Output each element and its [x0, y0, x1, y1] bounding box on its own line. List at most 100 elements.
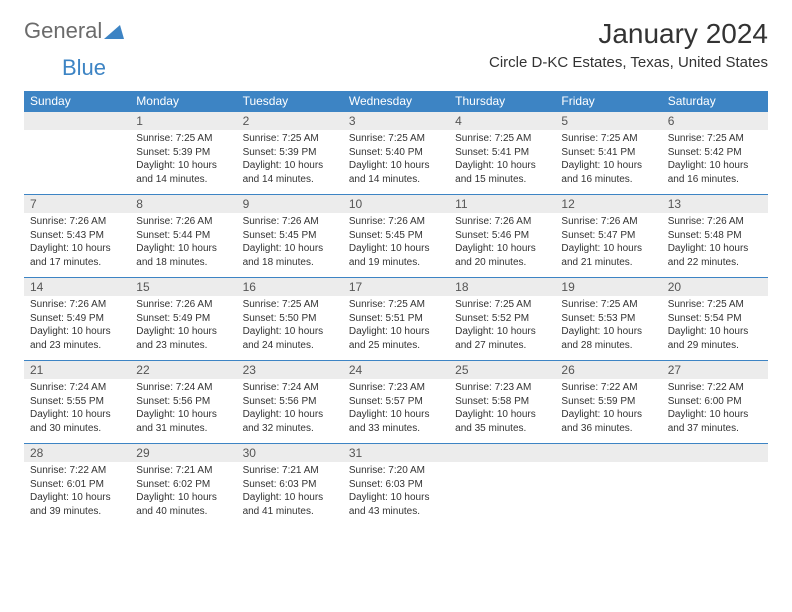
title-block: January 2024 Circle D-KC Estates, Texas,…	[489, 18, 768, 71]
day-cell	[449, 462, 555, 526]
day-cell: Sunrise: 7:26 AMSunset: 5:49 PMDaylight:…	[130, 296, 236, 360]
day-sunrise: Sunrise: 7:26 AM	[136, 298, 230, 312]
daynum-cell: 24	[343, 361, 449, 379]
day-sunset: Sunset: 5:58 PM	[455, 395, 549, 409]
day-sunrise: Sunrise: 7:26 AM	[30, 298, 124, 312]
day-sunrise: Sunrise: 7:23 AM	[455, 381, 549, 395]
day-sunrise: Sunrise: 7:26 AM	[30, 215, 124, 229]
week-row: Sunrise: 7:26 AMSunset: 5:43 PMDaylight:…	[24, 213, 768, 277]
day-cell: Sunrise: 7:25 AMSunset: 5:50 PMDaylight:…	[237, 296, 343, 360]
day-sunrise: Sunrise: 7:25 AM	[455, 132, 549, 146]
daynum-cell	[662, 444, 768, 462]
day-daylight2: and 24 minutes.	[243, 339, 337, 353]
day-daylight2: and 18 minutes.	[243, 256, 337, 270]
dow-mon: Monday	[130, 91, 236, 111]
day-sunset: Sunset: 5:54 PM	[668, 312, 762, 326]
daynum-cell: 20	[662, 278, 768, 296]
daynum-cell: 19	[555, 278, 661, 296]
day-sunrise: Sunrise: 7:26 AM	[349, 215, 443, 229]
day-daylight1: Daylight: 10 hours	[136, 491, 230, 505]
day-sunset: Sunset: 5:45 PM	[349, 229, 443, 243]
day-daylight2: and 39 minutes.	[30, 505, 124, 519]
day-daylight1: Daylight: 10 hours	[243, 242, 337, 256]
day-sunrise: Sunrise: 7:25 AM	[243, 298, 337, 312]
logo: General	[24, 18, 126, 44]
day-daylight1: Daylight: 10 hours	[243, 325, 337, 339]
day-sunset: Sunset: 5:48 PM	[668, 229, 762, 243]
logo-triangle-icon	[104, 23, 124, 39]
day-cell: Sunrise: 7:25 AMSunset: 5:54 PMDaylight:…	[662, 296, 768, 360]
daynum-cell: 15	[130, 278, 236, 296]
day-sunset: Sunset: 5:52 PM	[455, 312, 549, 326]
location: Circle D-KC Estates, Texas, United State…	[489, 54, 768, 71]
day-cell: Sunrise: 7:26 AMSunset: 5:49 PMDaylight:…	[24, 296, 130, 360]
day-daylight2: and 43 minutes.	[349, 505, 443, 519]
day-sunset: Sunset: 5:39 PM	[136, 146, 230, 160]
day-daylight2: and 28 minutes.	[561, 339, 655, 353]
calendar: Sunday Monday Tuesday Wednesday Thursday…	[24, 91, 768, 526]
daynum-cell: 30	[237, 444, 343, 462]
day-daylight1: Daylight: 10 hours	[668, 325, 762, 339]
daynum-cell: 21	[24, 361, 130, 379]
day-daylight2: and 21 minutes.	[561, 256, 655, 270]
day-cell: Sunrise: 7:25 AMSunset: 5:39 PMDaylight:…	[237, 130, 343, 194]
day-cell: Sunrise: 7:26 AMSunset: 5:48 PMDaylight:…	[662, 213, 768, 277]
dow-wed: Wednesday	[343, 91, 449, 111]
daynum-cell: 29	[130, 444, 236, 462]
day-daylight1: Daylight: 10 hours	[136, 242, 230, 256]
day-sunset: Sunset: 5:39 PM	[243, 146, 337, 160]
day-cell: Sunrise: 7:25 AMSunset: 5:42 PMDaylight:…	[662, 130, 768, 194]
day-daylight2: and 32 minutes.	[243, 422, 337, 436]
day-cell: Sunrise: 7:25 AMSunset: 5:41 PMDaylight:…	[449, 130, 555, 194]
day-daylight1: Daylight: 10 hours	[30, 491, 124, 505]
daynum-cell: 28	[24, 444, 130, 462]
day-daylight1: Daylight: 10 hours	[136, 159, 230, 173]
day-daylight1: Daylight: 10 hours	[136, 408, 230, 422]
day-daylight1: Daylight: 10 hours	[455, 159, 549, 173]
daynum-row: 78910111213	[24, 194, 768, 213]
day-daylight2: and 14 minutes.	[349, 173, 443, 187]
day-sunrise: Sunrise: 7:25 AM	[349, 132, 443, 146]
daynum-row: 14151617181920	[24, 277, 768, 296]
day-sunset: Sunset: 5:40 PM	[349, 146, 443, 160]
day-daylight1: Daylight: 10 hours	[136, 325, 230, 339]
day-daylight1: Daylight: 10 hours	[455, 242, 549, 256]
day-sunset: Sunset: 5:43 PM	[30, 229, 124, 243]
daynum-cell: 16	[237, 278, 343, 296]
day-sunset: Sunset: 5:57 PM	[349, 395, 443, 409]
day-sunrise: Sunrise: 7:25 AM	[349, 298, 443, 312]
day-daylight1: Daylight: 10 hours	[30, 325, 124, 339]
day-cell: Sunrise: 7:26 AMSunset: 5:45 PMDaylight:…	[237, 213, 343, 277]
daynum-cell	[24, 112, 130, 130]
daynum-row: 28293031	[24, 443, 768, 462]
day-daylight2: and 29 minutes.	[668, 339, 762, 353]
daynum-cell: 18	[449, 278, 555, 296]
day-sunrise: Sunrise: 7:23 AM	[349, 381, 443, 395]
day-daylight2: and 31 minutes.	[136, 422, 230, 436]
day-sunrise: Sunrise: 7:25 AM	[561, 132, 655, 146]
day-sunset: Sunset: 5:44 PM	[136, 229, 230, 243]
daynum-cell: 12	[555, 195, 661, 213]
day-cell: Sunrise: 7:22 AMSunset: 6:00 PMDaylight:…	[662, 379, 768, 443]
dow-thu: Thursday	[449, 91, 555, 111]
day-sunset: Sunset: 5:41 PM	[455, 146, 549, 160]
day-sunset: Sunset: 5:46 PM	[455, 229, 549, 243]
day-sunrise: Sunrise: 7:25 AM	[455, 298, 549, 312]
daynum-cell: 6	[662, 112, 768, 130]
day-daylight1: Daylight: 10 hours	[349, 325, 443, 339]
daynum-cell: 9	[237, 195, 343, 213]
day-cell: Sunrise: 7:24 AMSunset: 5:56 PMDaylight:…	[130, 379, 236, 443]
day-daylight2: and 16 minutes.	[668, 173, 762, 187]
day-sunset: Sunset: 5:50 PM	[243, 312, 337, 326]
daynum-cell: 13	[662, 195, 768, 213]
day-daylight1: Daylight: 10 hours	[243, 159, 337, 173]
week-row: Sunrise: 7:24 AMSunset: 5:55 PMDaylight:…	[24, 379, 768, 443]
day-cell: Sunrise: 7:26 AMSunset: 5:47 PMDaylight:…	[555, 213, 661, 277]
daynum-cell: 23	[237, 361, 343, 379]
daynum-cell: 27	[662, 361, 768, 379]
dow-sat: Saturday	[662, 91, 768, 111]
day-cell: Sunrise: 7:21 AMSunset: 6:03 PMDaylight:…	[237, 462, 343, 526]
day-sunset: Sunset: 5:59 PM	[561, 395, 655, 409]
day-sunrise: Sunrise: 7:22 AM	[30, 464, 124, 478]
day-cell: Sunrise: 7:24 AMSunset: 5:55 PMDaylight:…	[24, 379, 130, 443]
